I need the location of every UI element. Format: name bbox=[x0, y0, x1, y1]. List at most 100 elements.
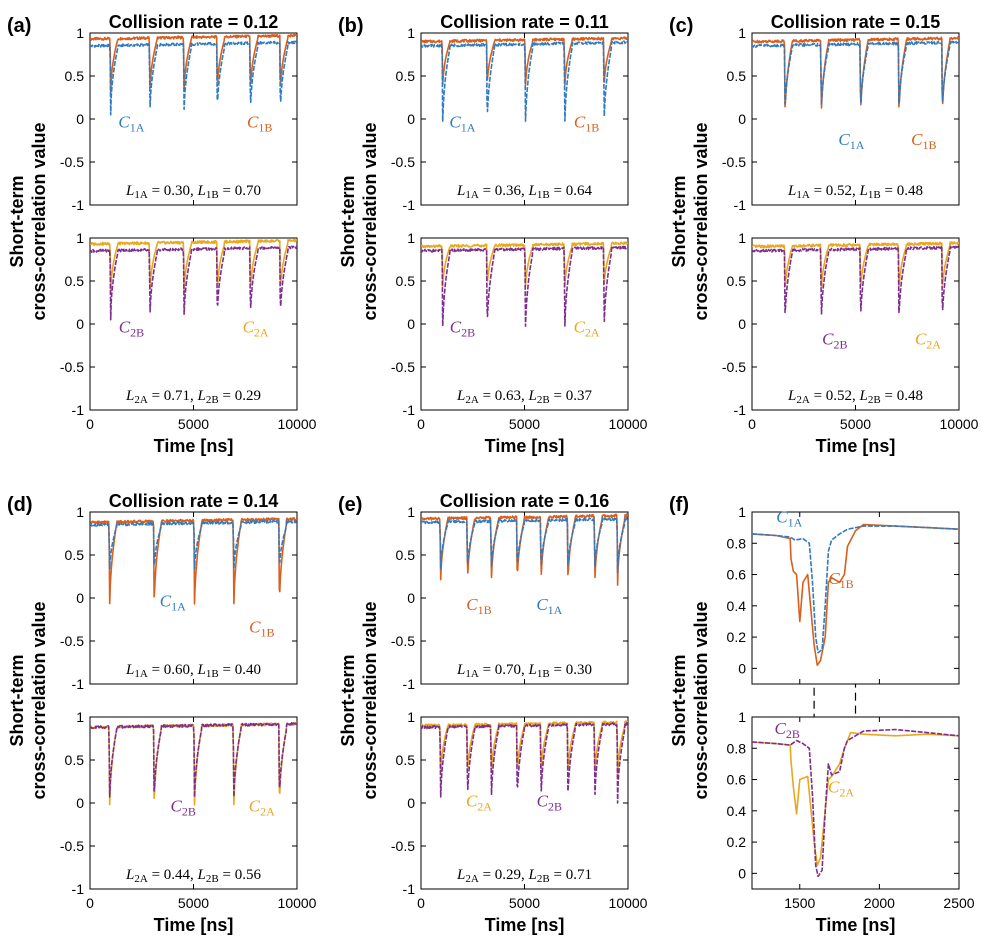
annotation-part: 2B bbox=[537, 394, 550, 406]
series-label-main: C bbox=[170, 797, 182, 816]
annotation-part: 2A bbox=[465, 873, 479, 885]
y-tick-label: 0 bbox=[407, 111, 415, 127]
y-tick-label: -1 bbox=[403, 197, 416, 213]
annotation-part: = 0.44, bbox=[148, 867, 198, 883]
annotation-part: 2B bbox=[868, 394, 881, 406]
annotation-part: L bbox=[528, 388, 537, 404]
chart-title: Collision rate = 0.15 bbox=[771, 12, 941, 32]
series-label-main: C bbox=[249, 797, 261, 816]
annotation-part: 1A bbox=[134, 668, 148, 680]
annotation-part: L bbox=[197, 183, 206, 199]
series-line-C2B bbox=[90, 721, 297, 798]
series-label-sub: 1B bbox=[922, 138, 936, 152]
series-label-sub: 1B bbox=[840, 577, 854, 591]
series-label-main: C bbox=[249, 617, 261, 636]
series-line-C2A bbox=[90, 238, 297, 295]
panel-c: Collision rate = 0.15 (c) Time [ns] Short-t… bbox=[669, 12, 940, 456]
series-line-C2B bbox=[421, 721, 628, 804]
series-label-C2B: C2B bbox=[450, 318, 475, 340]
annotation-part: = 0.70, bbox=[479, 662, 529, 678]
series-label-sub: 2B bbox=[833, 338, 847, 352]
y-axis-label-line1: Short-term bbox=[7, 175, 27, 267]
annotation-part: L bbox=[859, 183, 868, 199]
y-tick-label: 0.5 bbox=[396, 68, 416, 84]
annotation-part: L bbox=[787, 183, 796, 199]
series-label-sub: 2B bbox=[130, 326, 144, 340]
series-line-C1B bbox=[421, 36, 628, 86]
annotation-part: 2A bbox=[134, 394, 148, 406]
y-tick-label: 0.2 bbox=[727, 834, 747, 850]
l-annotation: L1A = 0.60, L1B = 0.40 bbox=[125, 662, 261, 680]
x-tick-label: 2500 bbox=[943, 895, 974, 911]
y-tick-label: 0.5 bbox=[65, 547, 85, 563]
y-tick-label: 1 bbox=[407, 230, 415, 246]
annotation-part: 1B bbox=[206, 189, 219, 201]
y-axis-label: Short-term cross-correlation value bbox=[338, 122, 380, 320]
series-label-main: C bbox=[537, 791, 549, 810]
annotation-part: = 0.71, bbox=[148, 388, 198, 404]
y-tick-label: 0.4 bbox=[727, 803, 747, 819]
series-line-C1A bbox=[90, 519, 297, 570]
panel-label: (c) bbox=[669, 15, 693, 37]
series-label-main: C bbox=[118, 113, 130, 132]
annotation-part: = 0.71 bbox=[550, 867, 592, 883]
series-label-sub: 1A bbox=[788, 515, 803, 529]
y-axis-label: Short-term cross-correlation value bbox=[7, 601, 49, 799]
l-annotation: L2A = 0.29, L2B = 0.71 bbox=[456, 867, 592, 885]
y-tick-label: 0 bbox=[407, 795, 415, 811]
annotation-part: = 0.52, bbox=[810, 388, 860, 404]
series-label-main: C bbox=[119, 318, 131, 337]
annotation-part: L bbox=[528, 662, 537, 678]
y-tick-label: -0.5 bbox=[391, 154, 415, 170]
y-axis-label: Short-term cross-correlation value bbox=[7, 122, 49, 320]
series-label-main: C bbox=[828, 778, 840, 797]
x-tick-label: 5000 bbox=[509, 416, 540, 432]
panel-a: Collision rate = 0.12 (a) Time [ns] Short-t… bbox=[7, 12, 278, 456]
series-label-sub: 2A bbox=[477, 799, 492, 813]
y-tick-label: -0.5 bbox=[722, 359, 746, 375]
series-label-C1B: C1B bbox=[249, 617, 274, 639]
series-label-sub: 1A bbox=[461, 121, 476, 135]
series-label-main: C bbox=[247, 113, 259, 132]
annotation-part: 1B bbox=[537, 189, 550, 201]
series-label-C2A: C2A bbox=[249, 797, 275, 819]
annotation-part: L bbox=[197, 388, 206, 404]
y-tick-label: 0 bbox=[738, 660, 746, 676]
annotation-part: = 0.63, bbox=[479, 388, 529, 404]
series-label-C1A: C1A bbox=[449, 113, 475, 135]
x-tick-label: 0 bbox=[417, 895, 425, 911]
y-tick-label: -1 bbox=[72, 402, 85, 418]
l-annotation: L1A = 0.30, L1B = 0.70 bbox=[125, 183, 261, 201]
x-axis-label: Time [ns] bbox=[485, 915, 565, 935]
y-tick-label: 0.8 bbox=[727, 535, 747, 551]
x-tick-label: 10000 bbox=[278, 895, 317, 911]
y-tick-label: 1 bbox=[738, 25, 746, 41]
y-axis-label-line2: cross-correlation value bbox=[360, 601, 380, 799]
annotation-part: L bbox=[125, 388, 134, 404]
y-tick-label: 0 bbox=[738, 111, 746, 127]
x-axis-label: Time [ns] bbox=[816, 915, 896, 935]
panel-e: Collision rate = 0.16 (e) Time [ns] Short-t… bbox=[338, 491, 609, 935]
series-label-sub: 1B bbox=[478, 603, 492, 617]
annotation-part: 2A bbox=[465, 394, 479, 406]
y-axis-label-line1: Short-term bbox=[669, 175, 689, 267]
y-tick-label: 1 bbox=[738, 709, 746, 725]
series-label-main: C bbox=[466, 595, 478, 614]
y-tick-label: -0.5 bbox=[722, 154, 746, 170]
series-line-C1A bbox=[752, 40, 959, 106]
y-tick-label: 0 bbox=[76, 795, 84, 811]
y-tick-label: 0.5 bbox=[727, 273, 747, 289]
y-axis-label-line2: cross-correlation value bbox=[29, 122, 49, 320]
series-line-C2A bbox=[752, 731, 959, 867]
y-axis-label-line1: Short-term bbox=[338, 654, 358, 746]
y-tick-label: 0.5 bbox=[65, 68, 85, 84]
annotation-part: 1B bbox=[868, 189, 881, 201]
series-label-sub: 2B bbox=[548, 799, 562, 813]
series-label-main: C bbox=[574, 318, 586, 337]
series-label-C1A: C1A bbox=[160, 592, 186, 614]
y-tick-label: -0.5 bbox=[391, 633, 415, 649]
series-label-sub: 1B bbox=[260, 625, 274, 639]
annotation-part: 2A bbox=[134, 873, 148, 885]
